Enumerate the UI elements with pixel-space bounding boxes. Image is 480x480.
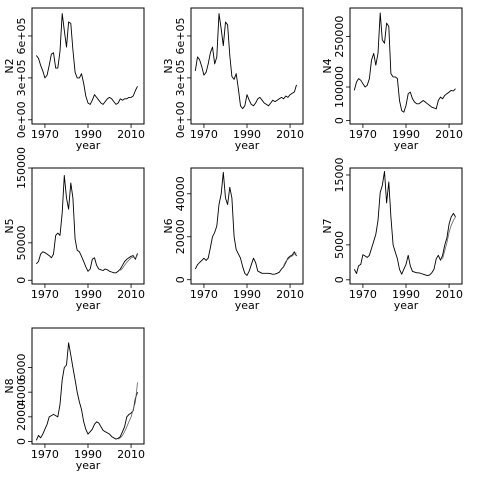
series-line-n7-2 <box>442 216 456 259</box>
y-tick-label: 50000 <box>15 225 28 260</box>
plot-frame <box>349 167 463 285</box>
x-axis-label: year <box>394 139 419 152</box>
x-tick-label: 2010 <box>117 288 145 301</box>
y-tick-label: 5000 <box>333 231 346 259</box>
y-tick-label: 6000 <box>15 353 28 381</box>
x-axis-label: year <box>235 299 260 312</box>
x-tick-label: 1970 <box>190 128 218 141</box>
panel-n6: 1970 1990 2010 year 0 20000 40000 N6 <box>162 167 304 312</box>
x-tick-label: 1990 <box>74 448 102 461</box>
x-axis-label: year <box>76 139 101 152</box>
series-line-n7-1 <box>353 171 456 277</box>
x-tick-label: 1970 <box>349 288 377 301</box>
x-axis-label: year <box>76 299 101 312</box>
x-tick-label: 1990 <box>233 128 261 141</box>
y-tick-label: 40000 <box>174 176 187 211</box>
x-tick-label: 1990 <box>392 128 420 141</box>
series-line-n4-1 <box>353 12 456 113</box>
y-tick-label: 15000 <box>333 157 346 192</box>
x-tick-label: 1970 <box>349 128 377 141</box>
series-line-n3-1 <box>194 13 297 110</box>
y-axis-label: N7 <box>321 218 334 233</box>
y-tick-label: 0 <box>333 117 346 124</box>
x-tick-label: 1990 <box>74 288 102 301</box>
y-tick-label: 3e+05 <box>174 59 187 96</box>
y-tick-label: 2000 <box>15 403 28 431</box>
series-line-n5-2 <box>120 255 138 271</box>
y-axis-label: N5 <box>3 218 16 233</box>
x-axis-label: year <box>394 299 419 312</box>
y-tick-label: 0 <box>174 276 187 283</box>
plot-frame <box>190 167 304 285</box>
x-tick-label: 2010 <box>276 288 304 301</box>
x-tick-label: 2010 <box>117 448 145 461</box>
x-tick-label: 2010 <box>276 128 304 141</box>
x-tick-label: 1970 <box>31 448 59 461</box>
panel-n7: 1970 1990 2010 year 0 5000 15000 N7 <box>321 157 463 312</box>
y-axis-label: N4 <box>321 58 334 73</box>
y-tick-label: 150000 <box>15 147 28 189</box>
y-tick-label: 20000 <box>174 219 187 254</box>
series-line-n6-2 <box>283 252 297 266</box>
y-axis-label: N3 <box>162 58 175 73</box>
series-line-n5-1 <box>35 175 138 274</box>
y-axis-label: N6 <box>162 218 175 233</box>
x-tick-label: 1990 <box>233 288 261 301</box>
series-line-n8-1 <box>35 342 138 441</box>
y-tick-label: 0e+00 <box>15 101 28 138</box>
y-tick-label: 0 <box>15 277 28 284</box>
y-tick-label: 0 <box>333 276 346 283</box>
x-axis-label: year <box>76 459 101 472</box>
plot-frame <box>31 167 145 285</box>
x-tick-label: 1990 <box>74 128 102 141</box>
y-tick-label: 0 <box>15 438 28 445</box>
series-line-n8-2 <box>117 382 138 440</box>
y-tick-label: 0e+00 <box>174 101 187 138</box>
panel-n3: 1970 1990 2010 year 0e+00 3e+05 6e+05 N3 <box>162 7 304 152</box>
panel-n5: 1970 1990 2010 year 0 50000 150000 N5 <box>3 147 145 312</box>
x-tick-label: 1970 <box>190 288 218 301</box>
x-tick-label: 2010 <box>435 128 463 141</box>
y-axis-label: N2 <box>3 58 16 73</box>
series-line-n6-1 <box>194 171 297 276</box>
y-tick-label: 250000 <box>333 16 346 58</box>
y-tick-label: 100000 <box>333 66 346 108</box>
x-tick-label: 1970 <box>31 128 59 141</box>
x-axis-label: year <box>235 139 260 152</box>
series-line-n2-1 <box>35 13 138 105</box>
y-tick-label: 6e+05 <box>15 17 28 54</box>
x-tick-label: 2010 <box>435 288 463 301</box>
x-tick-label: 1990 <box>392 288 420 301</box>
y-tick-label: 3e+05 <box>15 59 28 96</box>
x-tick-label: 2010 <box>117 128 145 141</box>
y-axis-label: N8 <box>3 378 16 393</box>
y-tick-label: 6e+05 <box>174 17 187 54</box>
y-tick-label: 4000 <box>15 378 28 406</box>
panel-n2: 1970 1990 2010 year 0e+00 3e+05 6e+05 N2 <box>3 7 145 152</box>
x-tick-label: 1970 <box>31 288 59 301</box>
